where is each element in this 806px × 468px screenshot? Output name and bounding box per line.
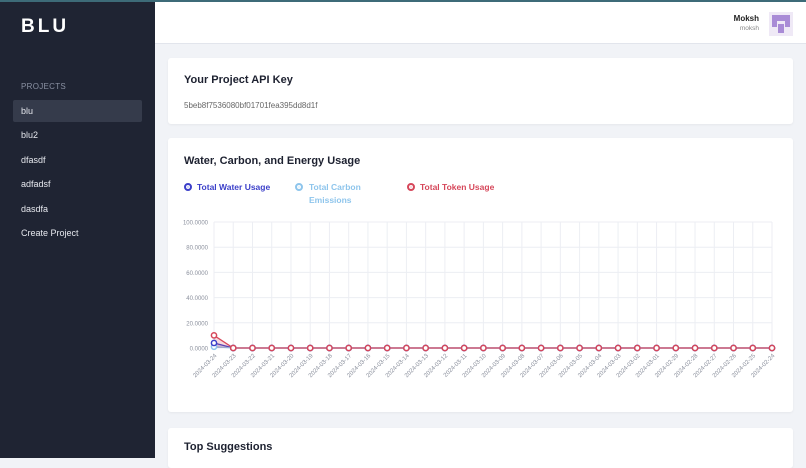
data-point-2 bbox=[653, 344, 660, 352]
y-tick-label: 60.0000 bbox=[186, 271, 208, 277]
water-dot-icon bbox=[184, 183, 192, 191]
series-area-0 bbox=[214, 342, 772, 348]
sidebar-item-adfadsf[interactable]: adfadsf bbox=[21, 179, 51, 189]
user-handle: moksh bbox=[739, 25, 759, 32]
projects-heading: PROJECTS bbox=[21, 82, 67, 91]
data-point-2 bbox=[364, 344, 372, 352]
legend-token[interactable]: Total Token Usage bbox=[407, 181, 494, 194]
legend-water[interactable]: Total Water Usage bbox=[184, 181, 270, 194]
data-point-2 bbox=[480, 344, 487, 352]
carbon-dot-icon bbox=[295, 183, 303, 191]
data-point-2 bbox=[672, 344, 680, 352]
sidebar-item-blu2[interactable]: blu2 bbox=[21, 130, 39, 140]
usage-chart-card: Water, Carbon, and Energy Usage Total Wa… bbox=[168, 138, 793, 412]
sidebar-item-dfasdf[interactable]: dfasdf bbox=[21, 155, 46, 165]
data-point-2 bbox=[306, 344, 314, 352]
series-line-2 bbox=[213, 334, 772, 349]
y-tick-label: 40.0000 bbox=[186, 296, 208, 302]
data-point-2 bbox=[383, 344, 391, 352]
series-area-2 bbox=[214, 335, 772, 348]
data-point-2 bbox=[403, 344, 410, 352]
data-point-2 bbox=[422, 344, 430, 352]
user-name: Moksh bbox=[733, 14, 759, 23]
sidebar-item-dasdfa[interactable]: dasdfa bbox=[21, 204, 49, 214]
sidebar-item-blu[interactable]: blu bbox=[13, 100, 142, 122]
avatar[interactable] bbox=[769, 12, 793, 36]
data-point-2 bbox=[518, 344, 526, 352]
data-point-2 bbox=[633, 344, 641, 352]
api-key-value[interactable]: 5beb8f7536080bf01701fea395dd8d1f bbox=[184, 101, 318, 110]
data-point-0 bbox=[210, 339, 218, 347]
data-point-2 bbox=[249, 344, 256, 352]
legend-carbon[interactable]: Total Carbon Emissions bbox=[295, 181, 380, 205]
data-point-2 bbox=[268, 344, 276, 352]
data-point-2 bbox=[749, 344, 757, 352]
data-point-2 bbox=[691, 344, 699, 352]
y-tick-label: 20.0000 bbox=[186, 321, 208, 327]
usage-line-chart: 100.0000 80.0000 60.0000 40.0000 20.0000 0.00… bbox=[183, 221, 777, 380]
data-point-2 bbox=[326, 344, 333, 352]
data-point-2 bbox=[768, 344, 776, 352]
data-point-2 bbox=[710, 344, 718, 352]
y-tick-label: 80.0000 bbox=[186, 246, 208, 252]
suggestions-title: Top Suggestions bbox=[184, 441, 273, 453]
top-header: Moksh moksh bbox=[155, 0, 806, 44]
data-point-2 bbox=[556, 344, 564, 352]
suggestions-card: Top Suggestions bbox=[168, 428, 793, 468]
data-point-2 bbox=[210, 332, 218, 339]
data-point-2 bbox=[460, 344, 468, 352]
y-tick-label: 100.0000 bbox=[183, 221, 209, 227]
logo[interactable]: BLU bbox=[21, 16, 70, 37]
data-point-2 bbox=[576, 344, 583, 352]
data-point-2 bbox=[614, 344, 622, 352]
data-point-2 bbox=[441, 344, 449, 352]
api-key-title: Your Project API Key bbox=[184, 74, 293, 86]
data-point-2 bbox=[287, 344, 295, 352]
data-point-2 bbox=[595, 344, 603, 352]
data-point-2 bbox=[730, 344, 737, 352]
y-tick-label: 0.0000 bbox=[190, 347, 209, 353]
data-point-2 bbox=[229, 344, 237, 352]
create-project-button[interactable]: Create Project bbox=[21, 228, 79, 238]
sidebar: BLU PROJECTS blu blu2 dfasdf adfadsf das… bbox=[0, 0, 155, 458]
api-key-card: Your Project API Key 5beb8f7536080bf0170… bbox=[168, 58, 793, 124]
data-point-2 bbox=[499, 344, 506, 352]
token-dot-icon bbox=[407, 183, 415, 191]
data-point-2 bbox=[537, 344, 545, 352]
series-line-0 bbox=[213, 342, 772, 349]
usage-chart-title: Water, Carbon, and Energy Usage bbox=[184, 155, 361, 167]
data-point-2 bbox=[345, 344, 353, 352]
